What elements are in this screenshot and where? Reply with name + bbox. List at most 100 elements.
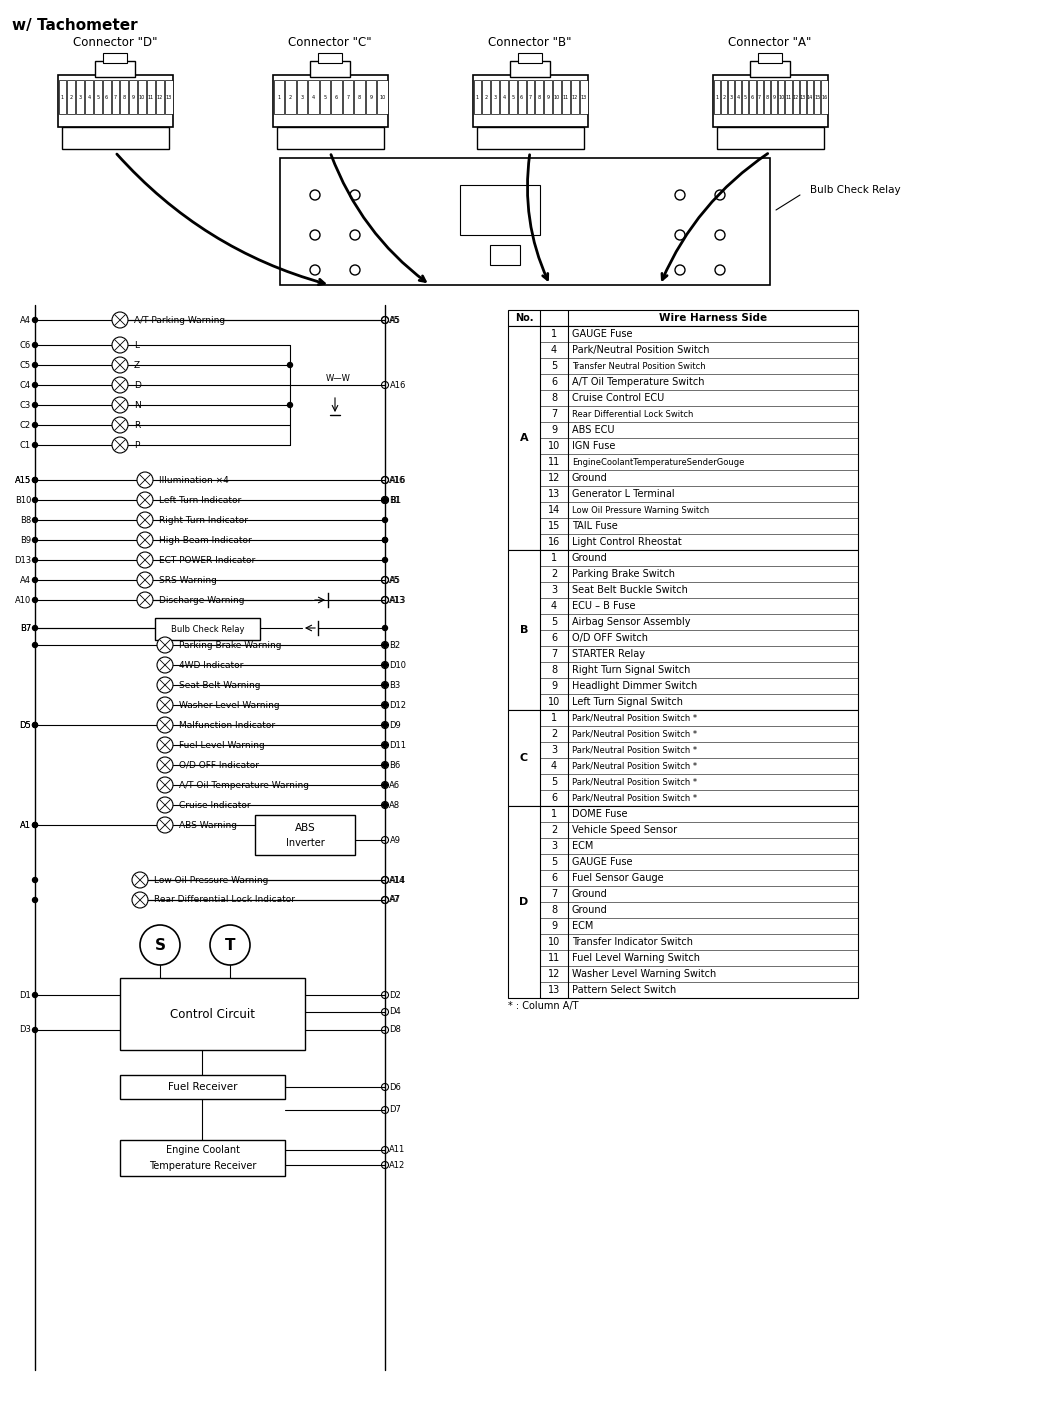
Text: 12: 12 xyxy=(548,473,561,483)
Text: A: A xyxy=(520,433,528,442)
Circle shape xyxy=(32,403,37,407)
Text: High Beam Indicator: High Beam Indicator xyxy=(159,535,252,544)
Text: A9: A9 xyxy=(390,836,401,844)
Bar xyxy=(103,80,110,114)
Circle shape xyxy=(112,397,128,413)
Text: 6: 6 xyxy=(551,378,557,387)
Text: A4: A4 xyxy=(20,316,31,324)
Circle shape xyxy=(137,492,153,509)
Circle shape xyxy=(137,552,153,568)
Bar xyxy=(76,80,84,114)
Text: 12: 12 xyxy=(572,94,578,100)
Circle shape xyxy=(157,757,173,774)
Text: 4: 4 xyxy=(551,345,557,355)
Circle shape xyxy=(383,782,388,788)
Text: C4: C4 xyxy=(20,380,31,389)
Circle shape xyxy=(32,643,37,648)
Circle shape xyxy=(32,1027,37,1033)
Text: 6: 6 xyxy=(520,94,523,100)
Circle shape xyxy=(383,723,388,727)
Text: 13: 13 xyxy=(800,94,806,100)
Circle shape xyxy=(32,578,37,582)
Bar xyxy=(354,80,364,114)
Circle shape xyxy=(32,558,37,562)
Text: Rear Differential Lock Indicator: Rear Differential Lock Indicator xyxy=(154,896,295,905)
Bar xyxy=(508,806,858,998)
Bar xyxy=(508,310,858,325)
Text: 9: 9 xyxy=(773,94,776,100)
Text: Ground: Ground xyxy=(572,905,607,914)
Text: Fuel Sensor Gauge: Fuel Sensor Gauge xyxy=(572,874,664,883)
Text: A7: A7 xyxy=(389,896,400,905)
Text: A16: A16 xyxy=(390,380,407,389)
Bar xyxy=(296,80,307,114)
Text: Park/Neutral Position Switch *: Park/Neutral Position Switch * xyxy=(572,761,697,771)
Bar xyxy=(508,550,858,710)
Text: 7: 7 xyxy=(551,409,557,418)
Text: 1: 1 xyxy=(61,94,64,100)
Text: Engine Coolant: Engine Coolant xyxy=(165,1146,239,1155)
Circle shape xyxy=(32,317,37,323)
Text: B1: B1 xyxy=(390,496,401,504)
Text: ABS: ABS xyxy=(294,823,315,833)
Bar xyxy=(526,80,535,114)
Text: Parking Brake Warning: Parking Brake Warning xyxy=(179,641,282,650)
Text: A/T Parking Warning: A/T Parking Warning xyxy=(134,316,225,324)
Text: SRS Warning: SRS Warning xyxy=(159,575,217,585)
Bar xyxy=(120,1075,285,1099)
Text: Vehicle Speed Sensor: Vehicle Speed Sensor xyxy=(572,826,677,836)
Circle shape xyxy=(383,643,388,648)
Bar xyxy=(713,75,828,127)
Text: 8: 8 xyxy=(358,94,361,100)
Text: ECM: ECM xyxy=(572,921,594,931)
Text: 7: 7 xyxy=(529,94,532,100)
Text: TAIL Fuse: TAIL Fuse xyxy=(572,521,618,531)
Text: 5: 5 xyxy=(551,776,557,788)
Bar xyxy=(68,80,75,114)
Text: 9: 9 xyxy=(551,426,557,435)
Text: 11: 11 xyxy=(785,94,791,100)
Bar xyxy=(129,80,137,114)
Bar xyxy=(807,80,813,114)
Text: Discharge Warning: Discharge Warning xyxy=(159,596,244,604)
Text: A5: A5 xyxy=(389,575,400,585)
Circle shape xyxy=(137,533,153,548)
Text: B2: B2 xyxy=(389,641,400,650)
Text: Seat Belt Warning: Seat Belt Warning xyxy=(179,681,260,689)
Text: 10: 10 xyxy=(139,94,146,100)
Text: A5: A5 xyxy=(389,316,400,324)
Circle shape xyxy=(32,478,37,482)
Text: N: N xyxy=(134,400,140,410)
Text: 3: 3 xyxy=(494,94,497,100)
Text: A5: A5 xyxy=(390,316,401,324)
Text: A14: A14 xyxy=(389,875,406,885)
Bar xyxy=(121,80,128,114)
Circle shape xyxy=(112,417,128,433)
Text: B10: B10 xyxy=(15,496,31,504)
Text: 9: 9 xyxy=(369,94,372,100)
Text: A10: A10 xyxy=(15,596,31,604)
Text: 3: 3 xyxy=(301,94,304,100)
Text: A4: A4 xyxy=(20,575,31,585)
Text: Rear Differential Lock Switch: Rear Differential Lock Switch xyxy=(572,410,694,418)
Text: D2: D2 xyxy=(389,991,400,999)
Text: 11: 11 xyxy=(548,952,561,962)
Bar xyxy=(822,80,828,114)
Text: Washer Level Warning: Washer Level Warning xyxy=(179,700,280,710)
Text: Seat Belt Buckle Switch: Seat Belt Buckle Switch xyxy=(572,585,687,595)
Text: Parking Brake Switch: Parking Brake Switch xyxy=(572,569,675,579)
Bar xyxy=(553,80,561,114)
Text: B8: B8 xyxy=(20,516,31,524)
Text: A7: A7 xyxy=(390,896,401,905)
Text: Bulb Check Relay: Bulb Check Relay xyxy=(810,185,901,194)
Text: 5: 5 xyxy=(512,94,515,100)
Bar xyxy=(757,80,762,114)
Text: 7: 7 xyxy=(346,94,349,100)
Text: Left Turn Signal Switch: Left Turn Signal Switch xyxy=(572,697,683,707)
Text: L: L xyxy=(134,341,139,349)
Circle shape xyxy=(32,517,37,523)
Text: Park/Neutral Position Switch *: Park/Neutral Position Switch * xyxy=(572,730,697,738)
Circle shape xyxy=(112,437,128,454)
Text: Left Turn Indicator: Left Turn Indicator xyxy=(159,496,241,504)
Bar xyxy=(721,80,727,114)
